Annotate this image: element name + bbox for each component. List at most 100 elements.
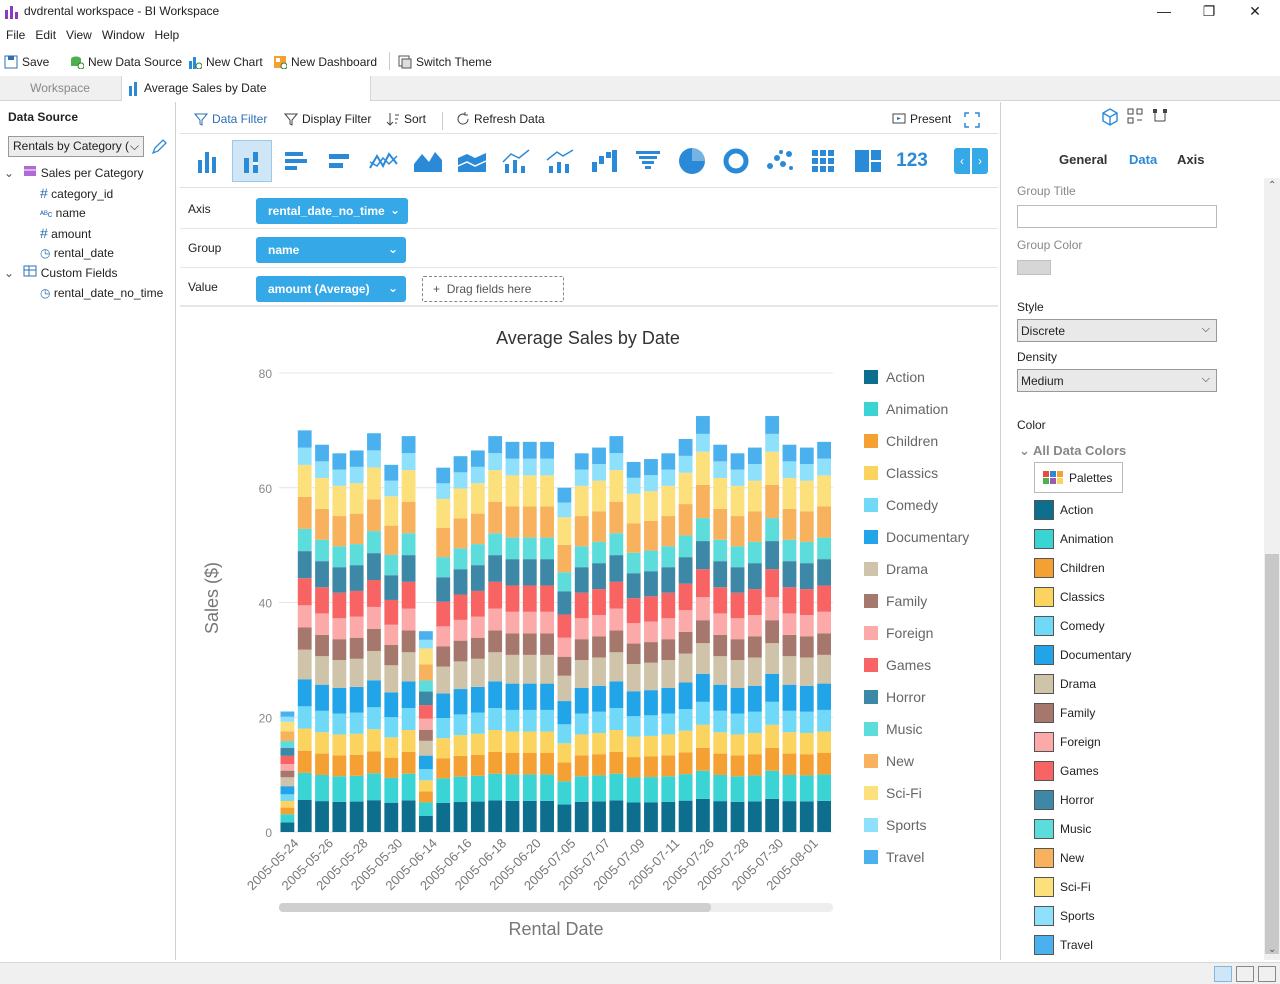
stacked-bar[interactable] [453, 456, 468, 832]
bar-segment[interactable] [488, 470, 503, 502]
bar-segment[interactable] [349, 616, 364, 638]
bar-segment[interactable] [297, 728, 312, 751]
bar-segment[interactable] [349, 565, 364, 591]
bar-segment[interactable] [540, 506, 554, 538]
bar-segment[interactable] [644, 642, 658, 663]
stacked-bar[interactable] [644, 459, 658, 832]
bar-segment[interactable] [280, 731, 295, 742]
bar-segment[interactable] [332, 660, 347, 688]
bar-segment[interactable] [540, 683, 554, 710]
bar-segment[interactable] [626, 663, 641, 692]
bar-segment[interactable] [799, 464, 814, 481]
bar-segment[interactable] [367, 751, 381, 774]
bar-segment[interactable] [401, 630, 416, 653]
menu-edit[interactable]: Edit [35, 28, 57, 42]
all-data-colors-toggle[interactable]: ⌄ All Data Colors [1019, 443, 1127, 458]
new-chart-button[interactable]: New Chart [188, 52, 263, 72]
bar-segment[interactable] [419, 755, 433, 770]
legend-item[interactable]: Foreign [864, 625, 933, 641]
bar-segment[interactable] [505, 458, 520, 476]
bar-segment[interactable] [315, 508, 329, 540]
bar-segment[interactable] [401, 773, 416, 801]
stacked-bar[interactable] [626, 461, 641, 832]
bar-segment[interactable] [297, 649, 312, 680]
bar-segment[interactable] [817, 753, 831, 775]
bar-segment[interactable] [522, 753, 537, 775]
bar-segment[interactable] [592, 480, 606, 512]
bar-segment[interactable] [765, 747, 780, 771]
bar-segment[interactable] [540, 585, 554, 612]
bar-segment[interactable] [592, 541, 606, 564]
bar-segment[interactable] [609, 470, 624, 502]
bar-segment[interactable] [436, 577, 451, 602]
bar-segment[interactable] [626, 598, 641, 624]
bar-segment[interactable] [332, 485, 347, 517]
bar-segment[interactable] [696, 597, 710, 621]
stacked-bar[interactable] [765, 416, 780, 832]
edit-pencil-icon[interactable] [150, 138, 168, 156]
chart-type-area[interactable] [408, 140, 448, 182]
color-row[interactable]: Children [1034, 558, 1105, 578]
bar-segment[interactable] [661, 516, 676, 547]
bar-segment[interactable] [747, 464, 762, 481]
bar-segment[interactable] [678, 583, 693, 611]
bar-segment[interactable] [765, 770, 780, 799]
bar-segment[interactable] [747, 615, 762, 637]
bar-segment[interactable] [730, 546, 745, 568]
chart-type-line[interactable] [364, 140, 404, 182]
bar-segment[interactable] [453, 755, 468, 777]
bar-segment[interactable] [280, 814, 295, 823]
bar-segment[interactable] [678, 752, 693, 775]
bar-segment[interactable] [713, 732, 728, 754]
bar-segment[interactable] [644, 475, 658, 492]
menu-window[interactable]: Window [101, 28, 145, 42]
bar-segment[interactable] [367, 467, 381, 500]
color-row[interactable]: Animation [1034, 529, 1113, 549]
stacked-bar[interactable] [280, 711, 295, 832]
bar-segment[interactable] [747, 541, 762, 564]
bar-segment[interactable] [488, 652, 503, 682]
bar-segment[interactable] [522, 633, 537, 655]
bar-segment[interactable] [470, 565, 485, 591]
bar-segment[interactable] [436, 646, 451, 667]
bar-segment[interactable] [557, 544, 572, 573]
bar-segment[interactable] [730, 469, 745, 486]
bar-segment[interactable] [592, 464, 606, 481]
bar-segment[interactable] [609, 501, 624, 534]
bar-segment[interactable] [540, 559, 554, 586]
stacked-bar[interactable] [817, 441, 831, 832]
bar-segment[interactable] [730, 485, 745, 517]
bar-segment[interactable] [782, 477, 797, 509]
stacked-bar[interactable] [349, 450, 364, 832]
bar-segment[interactable] [696, 541, 710, 570]
stacked-bar[interactable] [419, 631, 433, 832]
bar-segment[interactable] [817, 506, 831, 538]
chart-type-trend[interactable] [540, 140, 580, 182]
bar-segment[interactable] [522, 800, 537, 832]
bar-segment[interactable] [453, 689, 468, 715]
bar-segment[interactable] [280, 822, 295, 832]
bar-segment[interactable] [384, 480, 399, 497]
bar-segment[interactable] [609, 681, 624, 709]
bar-segment[interactable] [349, 686, 364, 713]
bar-segment[interactable] [592, 615, 606, 637]
bar-segment[interactable] [644, 520, 658, 551]
bar-segment[interactable] [401, 608, 416, 631]
color-row[interactable]: Horror [1034, 790, 1094, 810]
color-swatch[interactable] [1034, 790, 1054, 810]
legend-item[interactable]: Sports [864, 817, 926, 833]
format-icon[interactable] [1152, 108, 1168, 124]
bar-segment[interactable] [557, 487, 572, 503]
chart-type-donut[interactable] [716, 140, 756, 182]
bar-segment[interactable] [799, 754, 814, 776]
bar-segment[interactable] [609, 630, 624, 653]
bar-segment[interactable] [799, 732, 814, 755]
bar-segment[interactable] [730, 755, 745, 777]
bar-segment[interactable] [453, 714, 468, 736]
bar-segment[interactable] [349, 801, 364, 832]
legend-item[interactable]: Travel [864, 849, 924, 865]
bar-segment[interactable] [557, 675, 572, 702]
bar-segment[interactable] [661, 801, 676, 832]
bar-segment[interactable] [297, 605, 312, 628]
bar-segment[interactable] [315, 461, 329, 478]
